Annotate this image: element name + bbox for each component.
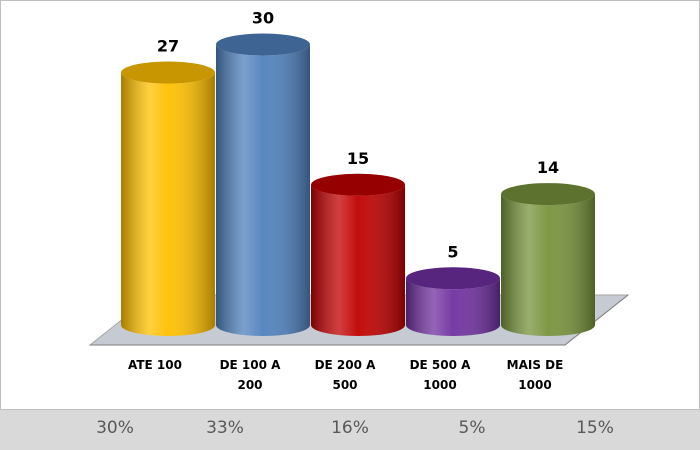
bar-top xyxy=(216,33,310,56)
bar-top-shade xyxy=(501,183,595,206)
footer-band xyxy=(0,410,700,450)
bar-shade xyxy=(121,72,215,337)
x-tick-label: ATE 100 xyxy=(128,358,182,372)
percentage-label: 5% xyxy=(458,418,486,438)
percentage-label: 30% xyxy=(96,418,134,438)
x-tick-label: DE 100 A 200 xyxy=(219,358,281,392)
bar xyxy=(216,33,310,336)
bar-top xyxy=(121,61,215,84)
x-tick-label: DE 200 A 500 xyxy=(314,358,376,392)
bar xyxy=(406,267,500,336)
bar-top-shade xyxy=(406,267,500,290)
bar-top-shade xyxy=(311,173,405,196)
bar-shade xyxy=(311,184,405,336)
percentage-label: 16% xyxy=(331,418,369,438)
value-label: 30 xyxy=(252,9,274,28)
bar-top xyxy=(501,183,595,206)
bar-top xyxy=(406,267,500,290)
x-tick-label: DE 500 A 1000 xyxy=(409,358,471,392)
value-label: 14 xyxy=(537,158,559,177)
value-label: 27 xyxy=(157,37,179,56)
bar-top-shade xyxy=(121,61,215,84)
bar xyxy=(501,183,595,336)
percentage-label: 33% xyxy=(206,418,244,438)
bar-shade xyxy=(406,278,500,336)
value-label: 15 xyxy=(347,149,369,168)
bar-shade xyxy=(216,44,310,336)
bar-shade xyxy=(501,194,595,336)
bar xyxy=(311,173,405,336)
bar xyxy=(121,61,215,337)
bar-top-shade xyxy=(216,33,310,56)
value-label: 5 xyxy=(447,242,458,261)
x-tick-label: MAIS DE 1000 xyxy=(506,358,564,392)
base-line-depth xyxy=(564,294,629,346)
bars xyxy=(121,33,595,337)
percentage-label: 15% xyxy=(576,418,614,438)
bar-top xyxy=(311,173,405,196)
